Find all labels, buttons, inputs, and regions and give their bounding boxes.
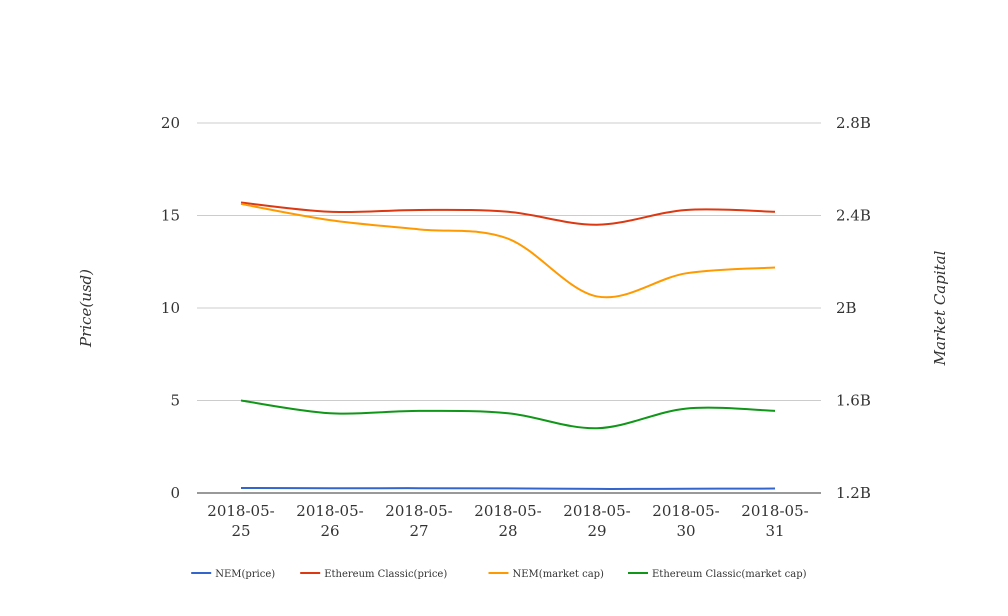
legend-label: Ethereum Classic(price) bbox=[324, 569, 447, 580]
x-tick-label: 2018-05-26 bbox=[296, 502, 363, 540]
left-tick-label: 0 bbox=[170, 484, 180, 502]
legend: NEM(price) Ethereum Classic(price) NEM(mar… bbox=[191, 569, 807, 580]
series-lines bbox=[240, 201, 776, 490]
right-tick-label: 1.6B bbox=[836, 392, 871, 410]
right-tick-label: 2.8B bbox=[836, 114, 871, 132]
x-tick-label: 2018-05-30 bbox=[652, 502, 719, 540]
left-axis-title: Price(usd) bbox=[77, 269, 95, 348]
x-axis-ticks: 2018-05-25 2018-05-26 2018-05-27 2018-05-28… bbox=[207, 502, 808, 540]
left-tick-label: 20 bbox=[161, 114, 180, 132]
series-line-nem-price bbox=[240, 487, 776, 490]
left-tick-label: 15 bbox=[161, 207, 180, 225]
legend-label: Ethereum Classic(market cap) bbox=[652, 569, 807, 580]
left-tick-label: 5 bbox=[170, 392, 180, 410]
gridlines bbox=[197, 122, 821, 401]
right-tick-label: 2B bbox=[836, 299, 857, 317]
right-tick-label: 2.4B bbox=[836, 207, 871, 225]
series-line-nem-market-cap bbox=[240, 202, 776, 299]
left-tick-label: 10 bbox=[161, 299, 180, 317]
legend-label: NEM(market cap) bbox=[513, 569, 605, 580]
series-line-ethereum-classic-market-cap bbox=[240, 399, 776, 430]
legend-label: NEM(price) bbox=[215, 569, 275, 580]
x-tick-label: 2018-05-28 bbox=[474, 502, 541, 540]
x-tick-label: 2018-05-25 bbox=[207, 502, 274, 540]
legend-item: NEM(market cap) bbox=[488, 569, 605, 580]
right-axis-ticks: 1.2B 1.6B 2B 2.4B 2.8B bbox=[836, 114, 871, 502]
x-tick-label: 2018-05-27 bbox=[385, 502, 452, 540]
x-tick-label: 2018-05-31 bbox=[741, 502, 808, 540]
x-tick-label: 2018-05-29 bbox=[563, 502, 630, 540]
right-axis-title: Market Capital bbox=[931, 250, 949, 366]
left-axis-ticks: 0 5 10 15 20 bbox=[161, 114, 180, 502]
legend-item: Ethereum Classic(price) bbox=[300, 569, 447, 580]
legend-item: NEM(price) bbox=[191, 569, 275, 580]
series-line-ethereum-classic-price bbox=[240, 201, 776, 226]
legend-item: Ethereum Classic(market cap) bbox=[628, 569, 807, 580]
right-tick-label: 1.2B bbox=[836, 484, 871, 502]
